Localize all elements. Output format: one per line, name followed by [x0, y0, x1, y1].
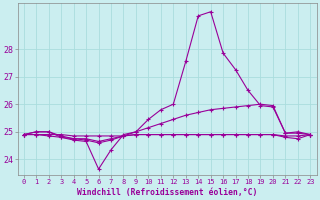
X-axis label: Windchill (Refroidissement éolien,°C): Windchill (Refroidissement éolien,°C)	[77, 188, 257, 197]
